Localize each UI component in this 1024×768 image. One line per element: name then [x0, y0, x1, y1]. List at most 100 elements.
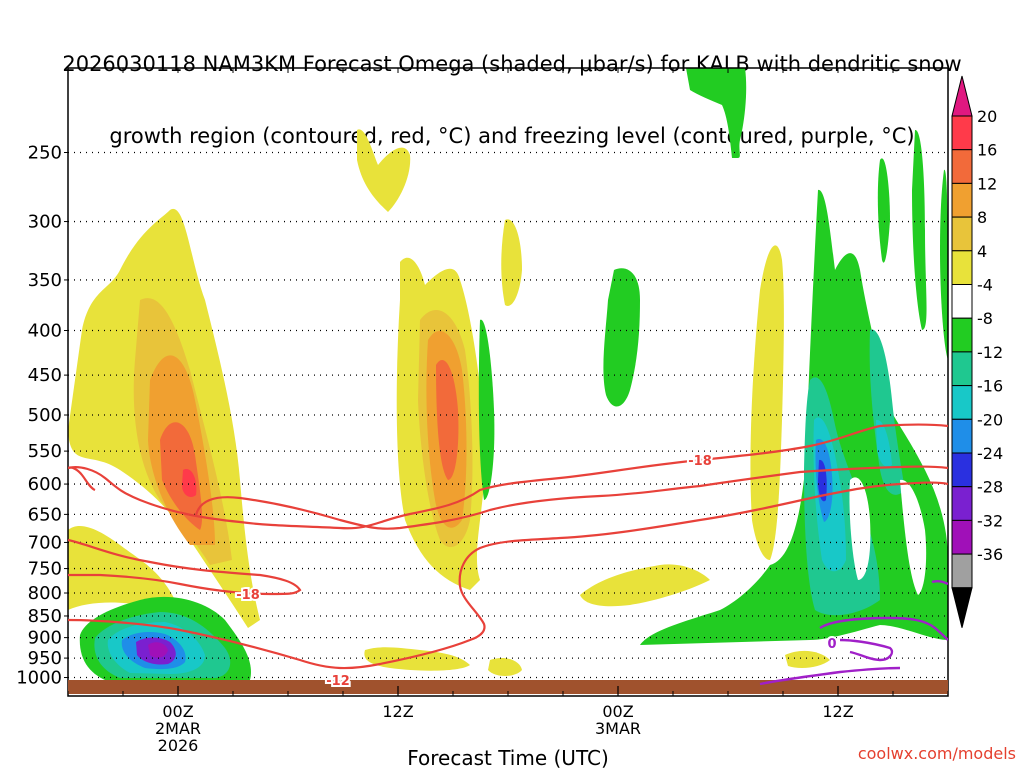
- dgz-label-2: -18: [236, 588, 260, 603]
- y-tick-label-500: 500: [28, 405, 62, 426]
- omega-area-green-right-main: [640, 189, 948, 645]
- colorbar-label-0: 20: [977, 107, 997, 126]
- colorbar-swatch-3: [951, 216, 973, 252]
- y-tick-label-450: 450: [28, 365, 62, 386]
- freezing-level-contours: [759, 579, 948, 686]
- colorbar-label-2: 12: [977, 174, 997, 193]
- x-tick-label-3-0: 12Z: [822, 702, 853, 721]
- y-tick-label-750: 750: [28, 559, 62, 580]
- colorbar-label-4: 4: [977, 242, 987, 261]
- dgz-contour-lower: [68, 538, 302, 596]
- omega-area-cyan-right-2: [876, 419, 892, 467]
- colorbar-label-13: -36: [977, 545, 1003, 564]
- y-tick-label-800: 800: [28, 583, 62, 604]
- omega-area-darkorange-center: [436, 360, 459, 480]
- colorbar-label-11: -28: [977, 478, 1003, 497]
- y-tick-label-300: 300: [28, 212, 62, 233]
- omega-area-yellow-right-1: [750, 245, 784, 560]
- chart-title-line1: 2026030118 NAM3KM Forecast Omega (shaded…: [62, 52, 962, 76]
- colorbar-swatch-8: [951, 385, 973, 420]
- omega-area-yellow-upper-center: [357, 129, 411, 212]
- source-watermark: coolwx.com/models: [857, 744, 1016, 763]
- freezing-contour-right-edge: [931, 579, 948, 586]
- chart-title-line2: growth region (contoured, red, °C) and f…: [109, 124, 915, 148]
- colorbar-top-cap: [951, 75, 973, 117]
- pressure-gridlines: 2503003504004505005506006507007508008509…: [16, 143, 948, 689]
- colorbar-swatch-2: [951, 182, 973, 218]
- y-tick-label-350: 350: [28, 270, 62, 291]
- dgz-contour-upper-left: [68, 466, 96, 492]
- dgz-contour-return: [68, 481, 948, 670]
- omega-area-darkorange-left: [160, 422, 203, 530]
- colorbar-swatch-4: [951, 250, 973, 286]
- y-tick-label-700: 700: [28, 532, 62, 553]
- y-tick-label-950: 950: [28, 648, 62, 669]
- y-tick-label-850: 850: [28, 606, 62, 627]
- y-tick-label-250: 250: [28, 143, 62, 164]
- y-tick-label-600: 600: [28, 474, 62, 495]
- omega-area-white-hole-right-1: [849, 477, 871, 580]
- colorbar-swatch-13: [951, 553, 973, 589]
- colorbar-label-6: -8: [977, 309, 993, 328]
- colorbar-swatch-12: [951, 519, 973, 555]
- y-tick-label-650: 650: [28, 504, 62, 525]
- colorbar-swatch-11: [951, 486, 973, 521]
- colorbar-swatch-9: [951, 418, 973, 454]
- x-tick-label-0-0: 00Z: [162, 702, 193, 721]
- colorbar-label-12: -32: [977, 511, 1003, 530]
- omega-area-yellow-low-center: [364, 647, 470, 671]
- omega-area-magenta-left-low: [148, 642, 168, 658]
- omega-area-yellow-right-bottom: [785, 650, 830, 668]
- chart-title: 2026030118 NAM3KM Forecast Omega (shaded…: [0, 4, 1024, 172]
- colorbar-label-10: -24: [977, 444, 1003, 463]
- colorbar-label-7: -12: [977, 343, 1003, 362]
- dgz-label-3: -12: [326, 674, 350, 689]
- colorbar-swatch-7: [951, 351, 973, 387]
- omega-area-green-right-upper-2: [912, 129, 927, 330]
- colorbar-swatch-1: [951, 149, 973, 184]
- omega-area-yellow-right-low: [580, 564, 710, 607]
- omega-area-white-hole-right-2: [900, 479, 927, 595]
- surface-terrain-band: [68, 680, 948, 694]
- omega-area-yellow-center-3: [501, 219, 522, 306]
- dgz-contour-upper: [68, 423, 948, 530]
- colorbar-swatch-6: [951, 317, 973, 353]
- colorbar-swatch-10: [951, 452, 973, 488]
- colorbar-label-9: -20: [977, 410, 1003, 429]
- omega-area-green-right-upper: [877, 158, 890, 263]
- freezing-contour-bottom: [759, 666, 901, 686]
- time-tick-marks: 00Z2MAR202612Z00Z3MAR12Z00Z4MAR: [67, 68, 949, 755]
- colorbar: 20 16 12 8 4 -4 -8 -12 -16 -20 -24 -28 -32 -36: [951, 75, 1003, 628]
- dgz-contour-middle: [194, 465, 948, 530]
- y-tick-label-400: 400: [28, 321, 62, 342]
- y-tick-label-550: 550: [28, 441, 62, 462]
- x-tick-label-2-0: 00Z: [602, 702, 633, 721]
- colorbar-label-1: 16: [977, 141, 997, 160]
- x-tick-label-0-2: 2026: [158, 736, 199, 755]
- dgz-contours: [68, 423, 948, 670]
- dgz-label-1: -18: [688, 454, 712, 469]
- omega-area-green-right-upper-3: [940, 169, 948, 360]
- omega-area-green-thin-center: [478, 319, 495, 500]
- omega-area-green-mid-right: [603, 268, 640, 407]
- omega-area-yellow-low-center-2: [488, 658, 522, 676]
- colorbar-swatch-5: [951, 284, 973, 319]
- colorbar-swatch-0: [951, 115, 973, 151]
- colorbar-label-5: -4: [977, 276, 993, 295]
- freezing-contour-right-2: [839, 638, 894, 662]
- y-tick-label-1000: 1000: [16, 668, 62, 689]
- freezing-contour-right: [819, 616, 948, 641]
- omega-area-red-left: [182, 469, 197, 497]
- omega-shading: [68, 68, 948, 682]
- x-axis-label: Forecast Time (UTC): [407, 746, 609, 768]
- freezing-label-0: 0: [827, 637, 836, 652]
- x-tick-label-1-0: 12Z: [382, 702, 413, 721]
- colorbar-label-3: 8: [977, 208, 987, 227]
- x-tick-label-2-1: 3MAR: [595, 719, 641, 738]
- omega-area-green-upper-right: [686, 68, 747, 158]
- y-tick-label-900: 900: [28, 628, 62, 649]
- colorbar-bottom-cap: [951, 587, 973, 628]
- x-tick-label-0-1: 2MAR: [155, 719, 201, 738]
- colorbar-label-8: -16: [977, 377, 1003, 396]
